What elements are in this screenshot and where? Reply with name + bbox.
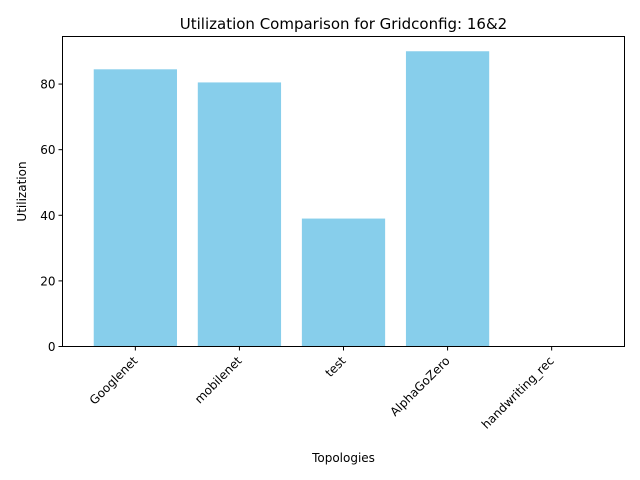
y-tick-label: 0 (48, 340, 56, 354)
bar-mobilenet (197, 82, 282, 347)
x-tick-label: handwriting_rec (479, 354, 557, 432)
y-axis-ticks: 0 20 40 60 80 (40, 78, 63, 354)
plot-frame (62, 36, 625, 347)
y-tick-label: 60 (40, 143, 55, 157)
x-axis-label: Topologies (311, 451, 375, 465)
y-axis-label: Utilization (15, 161, 29, 221)
bars-group (93, 51, 490, 347)
x-axis-ticks: Googlenet mobilenet test AlphaGoZero handwri… (87, 346, 557, 432)
x-tick-label: Googlenet (87, 354, 141, 408)
y-tick-label: 80 (40, 78, 55, 92)
bar-test (301, 218, 386, 347)
bar-alphagozero (405, 51, 490, 347)
bar-googlenet (93, 69, 177, 347)
x-tick-label: mobilenet (192, 354, 245, 407)
chart-title: Utilization Comparison for Gridconfig: 1… (180, 15, 507, 33)
x-tick-label: AlphaGoZero (387, 354, 452, 419)
y-tick-label: 20 (40, 274, 55, 288)
x-tick-label: test (322, 354, 348, 380)
y-tick-label: 40 (40, 209, 55, 223)
